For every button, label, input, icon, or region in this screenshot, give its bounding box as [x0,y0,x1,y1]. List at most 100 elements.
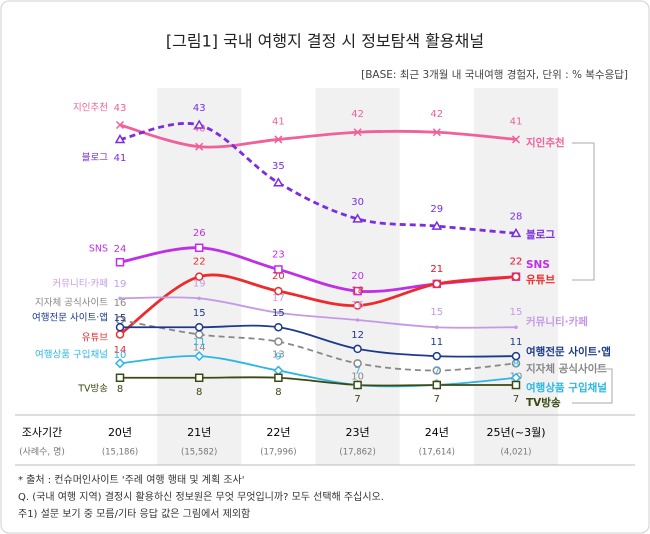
marker [355,318,360,322]
marker [194,351,205,362]
value-label: 8 [513,359,519,370]
marker [197,296,201,301]
marker [276,311,281,315]
marker [353,359,362,368]
value-label: 15 [510,307,523,318]
marker [353,344,362,354]
marker [274,135,283,144]
value-label: 11 [430,337,443,348]
sample-label: (17,996) [260,448,296,458]
value-label: 21 [430,264,443,275]
legend-label: 블로그 [526,229,555,241]
value-label: 11 [510,337,523,348]
value-label: 14 [193,342,206,353]
marker [193,119,205,129]
value-label: 29 [430,204,443,215]
subtitle: [BASE: 최근 3개월 내 국내여행 경험자, 단위 : % 복수응답] [361,68,628,81]
marker [352,213,363,223]
marker [432,279,442,289]
value-label: 30 [351,197,364,208]
value-label: 19 [193,278,206,289]
marker [115,322,125,332]
legend-label: 커뮤니티·카페 [53,279,108,290]
series-line [119,123,517,149]
value-label: 21 [430,264,443,275]
value-label: 10 [351,371,364,382]
value-label: 35 [272,161,285,172]
value-label: 26 [193,228,206,239]
legend-label: 지자체 공식사이트 [526,362,607,375]
value-label: 8 [196,387,202,398]
legend-label: SNS [526,259,550,271]
value-label: 41 [510,116,523,127]
value-label: 18 [351,286,364,297]
marker [511,380,521,390]
marker [511,135,521,144]
value-label: 41 [272,116,285,127]
column-band [315,88,400,465]
value-label: 22 [510,257,523,268]
marker [435,325,439,329]
value-label: 19 [114,279,127,290]
value-label: 23 [272,249,285,260]
marker [353,128,362,137]
value-label: 9 [275,352,281,363]
marker [273,177,284,187]
marker [353,301,362,310]
sample-label: (15,186) [102,448,138,458]
marker [194,272,204,281]
value-label: 41 [114,153,127,164]
legend-label: 커뮤니티·카페 [526,315,588,328]
value-label: 15 [430,307,443,318]
legend-label: 지자체 공식사이트 [35,298,108,309]
marker [274,373,283,383]
sample-label: (17,614) [419,448,455,458]
value-label: 22 [193,257,206,268]
value-label: 43 [114,103,127,114]
value-label: 12 [351,330,364,341]
series-line [119,319,517,372]
value-label: 17 [272,293,285,304]
sample-label: (17,862) [339,448,375,458]
marker [432,380,442,390]
marker [431,220,443,230]
marker [511,272,521,281]
marker [274,322,283,332]
bracket [572,142,595,281]
value-label: 15 [193,308,206,319]
bracket [572,368,613,404]
marker [118,296,122,301]
marker [511,351,521,361]
x-tick-label: 21년 [187,426,211,439]
note: Q. (국내 여행 지역) 결정시 활용하신 정보원은 무엇 무엇입니까? 모두… [18,490,384,503]
value-label: 14 [114,345,127,356]
marker [274,337,283,346]
legend-label: TV방송 [77,384,108,395]
value-label: 8 [275,387,281,398]
legend-label: 유튜브 [526,274,555,286]
marker [114,133,126,144]
legend-label: 지인추천 [526,136,565,149]
marker [510,227,522,238]
marker [115,330,125,339]
legend-label: 지인추천 [73,103,108,114]
x-tick-label: 25년(~3월) [486,426,545,439]
series-line [119,324,517,358]
value-label: 7 [354,394,360,405]
value-label: 10 [114,350,127,361]
legend-label: 블로그 [82,153,108,164]
chart-title: [그림1] 국내 여행지 결정 시 정보탐색 활용채널 [166,32,484,51]
value-label: 13 [272,350,285,361]
period-label: 조사기간 [22,426,62,439]
marker [432,128,441,137]
value-label: 40 [193,124,206,135]
series-line [119,122,517,235]
value-label: 28 [510,211,523,222]
value-label: 43 [193,103,206,114]
x-tick-label: 20년 [108,426,132,439]
series-line [119,296,517,329]
sample-label: (4,021) [501,448,532,458]
value-label: 24 [114,244,127,255]
